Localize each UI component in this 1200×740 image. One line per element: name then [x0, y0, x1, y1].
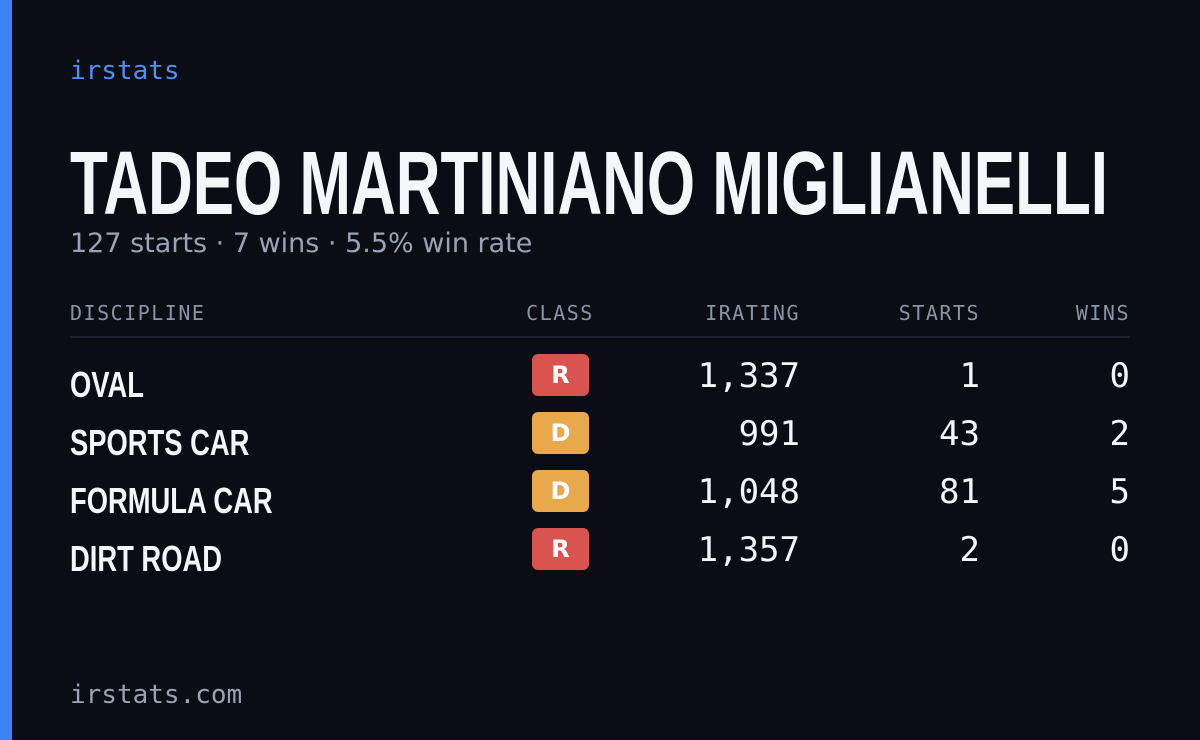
column-header: STARTS	[898, 301, 980, 325]
class-badge: R	[532, 528, 589, 570]
stat-value: 5	[1109, 472, 1130, 512]
discipline: OVAL	[70, 364, 144, 405]
discipline: FORMULA CAR	[70, 480, 273, 521]
stat-value: 0	[1109, 530, 1130, 570]
brand: irstats	[70, 56, 180, 86]
column-header: WINS	[1075, 301, 1130, 325]
column-header: IRATING	[705, 301, 800, 325]
column-header: DISCIPLINE	[70, 301, 206, 325]
accent-bar	[0, 0, 12, 740]
class-badge: R	[532, 354, 589, 396]
class-badge: D	[532, 412, 589, 454]
stat-value: 2	[1109, 414, 1130, 454]
stat-value: 81	[939, 472, 980, 512]
stat-value: 43	[939, 414, 980, 454]
player-name: TADEO MARTINIANO MIGLIANELLI	[70, 134, 1108, 230]
column-header: CLASS	[526, 301, 594, 325]
stat-value: 0	[1109, 356, 1130, 396]
stat-value: 1	[959, 356, 980, 396]
stat-value: 1,337	[697, 356, 800, 396]
class-badge: D	[532, 470, 589, 512]
discipline: DIRT ROAD	[70, 538, 222, 579]
footer: irstats.com	[70, 680, 243, 710]
discipline: SPORTS CAR	[70, 422, 250, 463]
stat-value: 1,048	[697, 472, 800, 512]
player-name-box: TADEO MARTINIANO MIGLIANELLI	[70, 134, 1108, 230]
stat-value: 2	[959, 530, 980, 570]
summary: 127 starts · 7 wins · 5.5% win rate	[70, 228, 533, 259]
stat-value: 1,357	[697, 530, 800, 570]
stat-value: 991	[738, 414, 800, 454]
divider	[70, 336, 1130, 338]
